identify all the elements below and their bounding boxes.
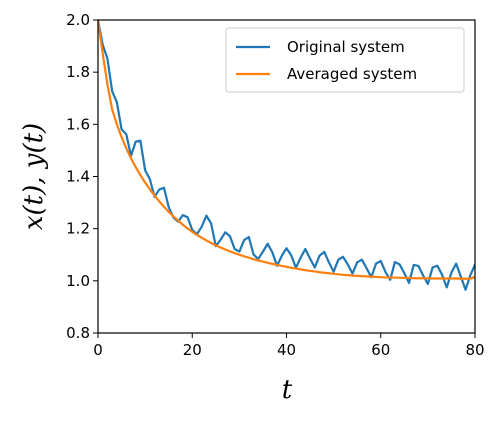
x-tick-label: 80 — [465, 341, 484, 359]
x-axis-ticks: 0 20 40 60 80 — [93, 333, 485, 359]
legend: Original system Averaged system — [225, 27, 465, 93]
legend-label-original-system: Original system — [287, 38, 405, 56]
series-line-averaged-system — [98, 20, 475, 280]
y-tick-label: 1.4 — [66, 168, 90, 186]
legend-box — [225, 27, 465, 93]
x-tick-label: 60 — [371, 341, 390, 359]
y-tick-label: 1.8 — [66, 63, 90, 81]
x-tick-label: 40 — [277, 341, 296, 359]
y-tick-label: 0.8 — [66, 324, 90, 342]
x-tick-label: 0 — [93, 341, 103, 359]
series-line-original-system — [98, 20, 475, 291]
series-layer — [98, 20, 475, 291]
legend-label-averaged-system: Averaged system — [287, 65, 417, 83]
y-tick-label: 1.2 — [66, 220, 90, 238]
y-tick-label: 2.0 — [66, 11, 90, 29]
y-axis-ticks: 0.8 1.0 1.2 1.4 1.6 1.8 2.0 — [66, 11, 98, 342]
y-tick-label: 1.0 — [66, 272, 90, 290]
y-axis-label: x(t), y(t) — [19, 123, 49, 230]
y-tick-label: 1.6 — [66, 115, 90, 133]
x-axis-label: t — [282, 375, 293, 405]
x-tick-label: 20 — [183, 341, 202, 359]
